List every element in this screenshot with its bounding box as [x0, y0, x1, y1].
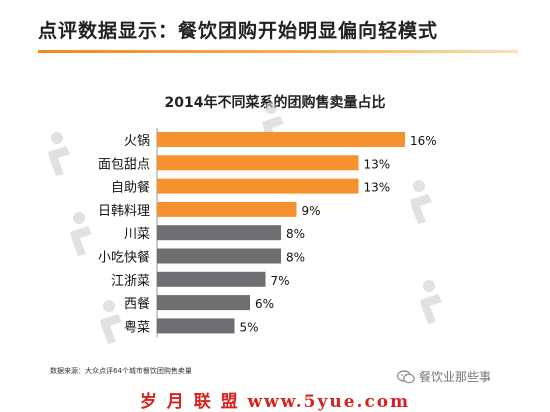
footer-banner: 岁 月 联 盟 www.5yue.com [0, 386, 550, 412]
data-label: 9% [302, 204, 321, 218]
data-label: 13% [364, 157, 391, 171]
bar-3 [157, 178, 359, 194]
data-label: 7% [271, 274, 290, 288]
bars-group: 火锅 16% 面包甜点 13% 自助餐 13% 日韩料理 9% 川菜 8% 小吃快餐 8% 江浙菜 7% 西… [98, 132, 437, 335]
bar-5 [157, 225, 281, 241]
dianping-watermark-icon [100, 300, 122, 344]
watermark-layer [48, 102, 442, 344]
bar-7 [157, 271, 266, 287]
dianping-watermark-icon [410, 180, 432, 224]
chart-title: 2014年不同菜系的团购售卖量占比 [164, 95, 386, 111]
category-label: 江浙菜 [111, 274, 150, 289]
category-label: 粤菜 [124, 319, 150, 335]
title-divider [38, 50, 518, 53]
wechat-icon [397, 369, 415, 383]
bar-1 [157, 132, 405, 147]
category-label: 火锅 [124, 133, 150, 149]
wechat-account: 餐饮业那些事 [397, 368, 491, 385]
data-label: 8% [286, 251, 305, 265]
bar-2 [157, 155, 359, 171]
bar-4 [157, 201, 297, 217]
category-label: 西餐 [124, 296, 150, 312]
bar-chart: 火锅 16% 面包甜点 13% 自助餐 13% 日韩料理 9% 川菜 8% 小吃快餐 8% 江浙菜 7% 西… [48, 102, 442, 344]
wechat-label: 餐饮业那些事 [419, 370, 492, 384]
category-label: 日韩料理 [98, 204, 150, 219]
data-label: 16% [410, 134, 437, 148]
data-label: 6% [255, 297, 274, 311]
page-title: 点评数据显示：餐饮团购开始明显偏向轻模式 [38, 20, 439, 42]
dianping-watermark-icon [48, 132, 70, 176]
category-label: 面包甜点 [98, 156, 150, 172]
source-note: 数据来源：大众点评64个城市餐饮团购售卖量 [50, 367, 192, 375]
dianping-watermark-icon [420, 280, 442, 324]
bar-8 [157, 295, 250, 311]
data-label: 8% [286, 227, 305, 241]
category-label: 川菜 [124, 227, 150, 242]
bar-6 [157, 248, 281, 264]
category-label: 小吃快餐 [98, 250, 150, 266]
category-label: 自助餐 [111, 180, 150, 196]
data-label: 13% [364, 181, 391, 195]
bar-9 [157, 318, 235, 334]
footer-text: 岁 月 联 盟 www.5yue.com [139, 391, 411, 412]
data-label: 5% [240, 320, 259, 334]
dianping-watermark-icon [70, 212, 92, 256]
